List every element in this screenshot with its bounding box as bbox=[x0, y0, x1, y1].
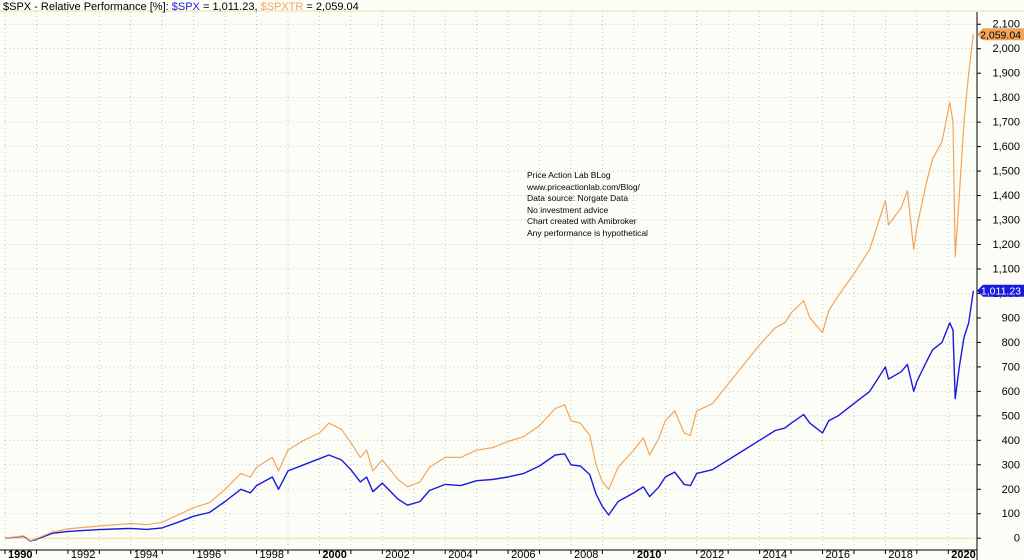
legend-spxtr-label: $SPXTR bbox=[260, 1, 304, 13]
x-tick-label: 2014 bbox=[763, 549, 787, 560]
y-tick-label: 1,600 bbox=[992, 141, 1020, 153]
y-tick-label: 200 bbox=[1002, 484, 1020, 496]
legend-spx-label: $SPX bbox=[171, 1, 200, 13]
series-line-spx bbox=[4, 290, 975, 542]
annotation-line: Price Action Lab BLog bbox=[527, 170, 611, 180]
y-tick-label: 1,900 bbox=[992, 68, 1020, 80]
legend-spxtr-value: 2,059.04 bbox=[315, 1, 359, 13]
x-tick-label: 2016 bbox=[826, 549, 850, 560]
last-value-label: 1,011.23 bbox=[981, 286, 1021, 298]
y-tick-label: 1,700 bbox=[992, 117, 1020, 129]
legend-spx-sep: = bbox=[199, 1, 213, 13]
y-tick-label: 1,400 bbox=[992, 190, 1020, 202]
y-tick-label: 0 bbox=[1014, 533, 1020, 545]
last-value-tag-bg bbox=[977, 28, 1024, 41]
y-tick-label: 300 bbox=[1002, 459, 1020, 471]
x-tick-label: 1992 bbox=[71, 549, 95, 560]
y-tick-label: 600 bbox=[1002, 386, 1020, 398]
chart-title: $SPX - Relative Performance [%]: bbox=[3, 1, 169, 13]
annotation-line: www.priceactionlab.com/Blog/ bbox=[527, 181, 640, 192]
legend-spxtr-sep: = bbox=[303, 1, 316, 13]
x-tick-label: 2012 bbox=[700, 549, 724, 560]
x-tick-label: 1990 bbox=[8, 549, 32, 560]
y-tick-label: 1,500 bbox=[992, 166, 1020, 178]
x-tick-label: 2020 bbox=[951, 549, 975, 560]
annotation-line: No investment advice bbox=[527, 204, 609, 215]
last-value-tag-bg bbox=[977, 284, 1024, 297]
y-tick-label: 1,800 bbox=[992, 92, 1020, 104]
y-tick-label: 1,100 bbox=[992, 263, 1020, 275]
x-tick-label: 2010 bbox=[637, 549, 661, 560]
y-tick-label: 900 bbox=[1002, 312, 1020, 324]
annotation-line: Chart created with Amibroker bbox=[527, 216, 637, 226]
legend-spx-value: 1,011.23 bbox=[212, 1, 255, 13]
series-layer bbox=[4, 34, 975, 542]
x-tick-label: 2008 bbox=[574, 549, 598, 560]
last-value-tag-spx: 1,011.23 bbox=[977, 284, 1024, 298]
y-tick-label: 400 bbox=[1002, 435, 1020, 447]
x-tick-label: 1998 bbox=[260, 549, 284, 560]
x-tick-label: 2018 bbox=[888, 549, 912, 560]
x-tick-label: 2006 bbox=[511, 549, 535, 560]
chart-title-bar: $SPX - Relative Performance [%]: $SPX = … bbox=[3, 1, 359, 13]
y-tick-label: 700 bbox=[1002, 361, 1020, 373]
x-tick-label: 1994 bbox=[134, 549, 158, 560]
chart-annotation-block: Price Action Lab BLog www.priceactionlab… bbox=[527, 170, 648, 239]
y-tick-label: 2,000 bbox=[992, 43, 1020, 55]
y-tick-label: 2,100 bbox=[992, 19, 1020, 31]
y-axis: 01002003004005006007008009001,0001,1001,… bbox=[976, 12, 1024, 560]
y-tick-label: 100 bbox=[1002, 508, 1020, 520]
last-value-tag-spxtr: 2,059.04 bbox=[977, 28, 1024, 41]
annotation-line: Any performance is hypothetical bbox=[527, 227, 648, 238]
y-tick-label: 500 bbox=[1002, 410, 1020, 422]
y-tick-label: 1,300 bbox=[992, 215, 1020, 227]
last-value-label: 2,059.04 bbox=[980, 29, 1021, 41]
y-tick-label: 800 bbox=[1002, 337, 1020, 349]
annotation-line: Data source: Norgate Data bbox=[527, 193, 629, 203]
series-line-spxtr bbox=[4, 34, 974, 542]
x-axis: 1990 1992 1994 1996 1998 2000 2002 2004 2006 2008… bbox=[0, 549, 977, 560]
x-tick-label: 2002 bbox=[385, 549, 409, 560]
x-tick-label: 2004 bbox=[448, 549, 472, 560]
grid-layer bbox=[0, 10, 1024, 548]
y-tick-label: 1,200 bbox=[992, 239, 1020, 251]
x-tick-label: 2000 bbox=[322, 549, 346, 560]
x-tick-label: 1996 bbox=[197, 549, 221, 560]
